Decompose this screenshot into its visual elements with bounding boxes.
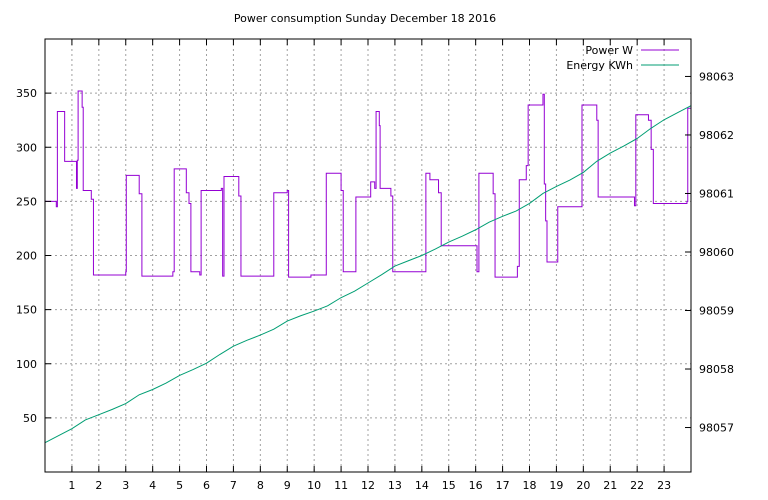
- x-tick-label: 11: [334, 479, 348, 492]
- y2-tick-label: 98057: [699, 422, 734, 435]
- x-tick-label: 21: [603, 479, 617, 492]
- x-tick-label: 6: [203, 479, 210, 492]
- y2-tick-label: 98063: [699, 70, 734, 83]
- y-tick-label: 350: [16, 87, 37, 100]
- x-tick-label: 7: [230, 479, 237, 492]
- y-tick-label: 300: [16, 141, 37, 154]
- y-tick-label: 100: [16, 358, 37, 371]
- x-tick-label: 9: [284, 479, 291, 492]
- legend: Power W Energy KWh: [566, 44, 679, 72]
- x-tick-label: 17: [496, 479, 510, 492]
- x-tick-label: 14: [415, 479, 429, 492]
- y-tick-label: 250: [16, 195, 37, 208]
- y-tick-label: 200: [16, 250, 37, 263]
- x-tick-label: 8: [257, 479, 264, 492]
- x-tick-label: 20: [576, 479, 590, 492]
- y2-tick-label: 98060: [699, 246, 734, 259]
- y-tick-label: 50: [23, 412, 37, 425]
- legend-label-1: Energy KWh: [566, 59, 633, 72]
- x-tick-label: 3: [122, 479, 129, 492]
- ticks: 1 2 3 4 5 6 7 8 9 10 11 12 13 14 15 16 17 18 19 20 21 22 23501…: [16, 39, 734, 492]
- y-tick-label: 150: [16, 304, 37, 317]
- legend-label-0: Power W: [585, 44, 633, 57]
- x-tick-label: 5: [176, 479, 183, 492]
- series-layer: [44, 90, 692, 444]
- x-tick-label: 2: [95, 479, 102, 492]
- x-tick-label: 13: [388, 479, 402, 492]
- chart-title: Power consumption Sunday December 18 201…: [234, 12, 496, 25]
- x-tick-label: 12: [361, 479, 375, 492]
- x-tick-label: 18: [523, 479, 537, 492]
- x-tick-label: 1: [68, 479, 75, 492]
- x-tick-label: 15: [442, 479, 456, 492]
- x-tick-label: 4: [149, 479, 156, 492]
- x-tick-label: 16: [469, 479, 483, 492]
- grid: [45, 39, 691, 472]
- series-line-0: [45, 90, 691, 278]
- series-line-1: [44, 105, 692, 444]
- y2-tick-label: 98062: [699, 129, 734, 142]
- y2-tick-label: 98061: [699, 187, 734, 200]
- x-tick-label: 23: [657, 479, 671, 492]
- x-tick-label: 10: [307, 479, 321, 492]
- x-tick-label: 19: [549, 479, 563, 492]
- x-tick-label: 22: [630, 479, 644, 492]
- y2-tick-label: 98059: [699, 305, 734, 318]
- y2-tick-label: 98058: [699, 363, 734, 376]
